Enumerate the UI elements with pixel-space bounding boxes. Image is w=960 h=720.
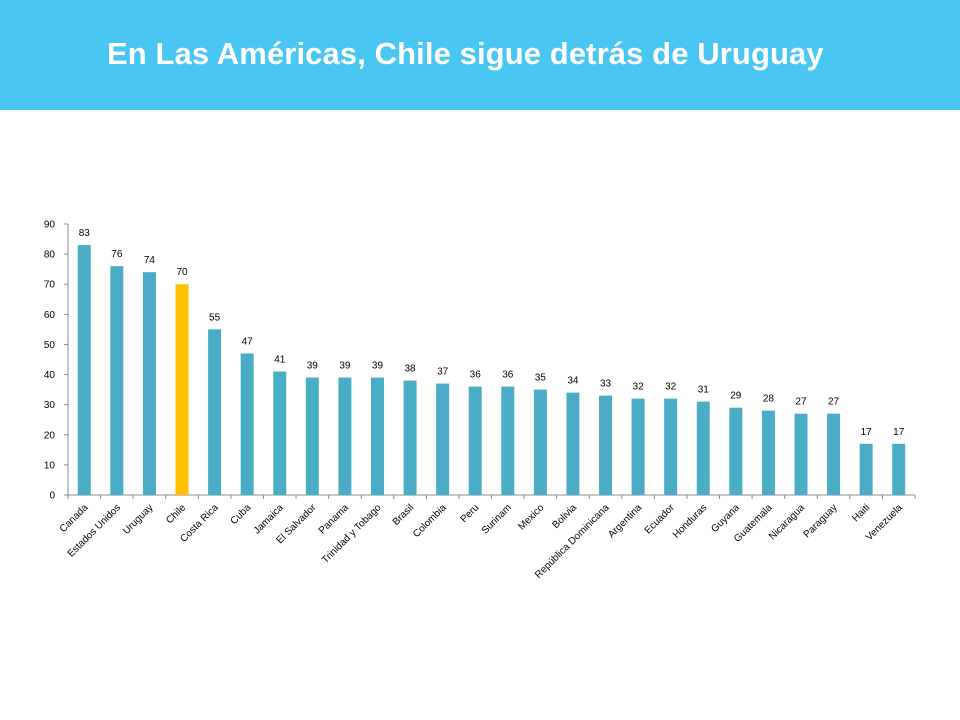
- bar-el-salvador: [305, 377, 319, 495]
- y-tick-label: 30: [44, 400, 56, 411]
- data-label: 27: [828, 397, 840, 408]
- data-label: 39: [372, 361, 384, 372]
- x-tick-label: Mexico: [516, 502, 546, 532]
- bar-república-dominicana: [599, 395, 613, 495]
- data-label: 37: [437, 367, 449, 378]
- bar-haiti: [859, 443, 873, 495]
- bar-bolivia: [566, 392, 580, 495]
- data-label: 35: [535, 373, 547, 384]
- data-label: 39: [307, 361, 319, 372]
- data-label: 27: [795, 397, 807, 408]
- data-label: 41: [274, 355, 286, 366]
- bar-guyana: [729, 407, 743, 495]
- data-label: 36: [470, 370, 482, 381]
- x-tick-label: Peru: [459, 502, 482, 525]
- x-tick-label: Bolivia: [550, 502, 579, 531]
- data-label: 29: [730, 391, 742, 402]
- x-tick-label: Guyana: [709, 502, 742, 535]
- bar-nicaragua: [794, 413, 808, 495]
- data-label: 47: [242, 336, 254, 347]
- y-tick-label: 90: [44, 220, 56, 231]
- data-label: 38: [404, 364, 416, 375]
- data-label: 39: [339, 361, 351, 372]
- y-tick-label: 10: [44, 460, 56, 471]
- bar-uruguay: [142, 272, 156, 495]
- title-banner: En Las Américas, Chile sigue detrás de U…: [0, 0, 960, 110]
- y-tick-label: 0: [49, 491, 55, 502]
- x-tick-label: Colombia: [411, 502, 449, 540]
- x-tick-label: Honduras: [671, 502, 709, 540]
- bar-guatemala: [761, 410, 775, 495]
- bar-colombia: [436, 383, 450, 495]
- y-tick-label: 50: [44, 340, 56, 351]
- data-label: 83: [79, 228, 91, 239]
- bar-trinidad-y-tobago: [370, 377, 384, 495]
- x-tick-label: Surinam: [480, 502, 514, 536]
- x-tick-label: Cuba: [229, 502, 254, 527]
- data-label: 70: [176, 267, 188, 278]
- data-label: 17: [861, 427, 873, 438]
- bar-ecuador: [664, 398, 678, 495]
- bar-cuba: [240, 353, 254, 495]
- bar-paraguay: [827, 413, 841, 495]
- data-label: 32: [633, 382, 645, 393]
- y-tick-label: 80: [44, 250, 56, 261]
- slide-title: En Las Américas, Chile sigue detrás de U…: [107, 36, 824, 71]
- bar-chile: [175, 284, 189, 495]
- bar-estados-unidos: [110, 266, 124, 495]
- bar-costa-rica: [208, 329, 222, 495]
- bar-mexico: [533, 389, 547, 495]
- x-tick-label: Nicaragua: [767, 502, 807, 542]
- bar-argentina: [631, 398, 645, 495]
- bar-venezuela: [892, 443, 906, 495]
- bar-panama: [338, 377, 352, 495]
- data-label: 32: [665, 382, 677, 393]
- bar-canada: [77, 245, 91, 495]
- bar-honduras: [696, 401, 710, 495]
- data-label: 31: [698, 385, 710, 396]
- y-tick-label: 70: [44, 280, 56, 291]
- x-tick-label: Argentina: [606, 502, 644, 540]
- data-label: 28: [763, 394, 775, 405]
- x-tick-label: Canada: [58, 502, 91, 535]
- data-label: 76: [111, 249, 123, 260]
- y-tick-label: 20: [44, 430, 56, 441]
- data-label: 17: [893, 427, 905, 438]
- x-tick-label: Haiti: [850, 502, 872, 524]
- y-tick-label: 40: [44, 370, 56, 381]
- data-label: 36: [502, 370, 514, 381]
- x-tick-label: Trinidad y Tobago: [320, 502, 384, 566]
- bar-peru: [468, 386, 482, 495]
- x-tick-label: Uruguay: [121, 502, 156, 537]
- x-tick-label: Chile: [164, 502, 188, 526]
- data-label: 34: [567, 376, 579, 387]
- data-label: 55: [209, 312, 221, 323]
- data-label: 74: [144, 255, 156, 266]
- y-tick-label: 60: [44, 310, 56, 321]
- x-tick-label: Paraguay: [802, 502, 840, 540]
- x-tick-label: Brasil: [391, 502, 416, 527]
- data-label: 33: [600, 379, 612, 390]
- bar-jamaica: [273, 371, 287, 495]
- bar-surinam: [501, 386, 515, 495]
- bar-brasil: [403, 380, 417, 495]
